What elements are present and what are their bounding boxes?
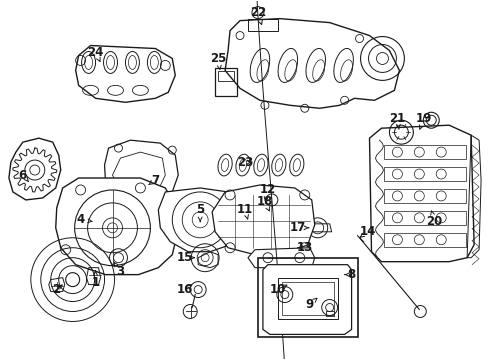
Text: 17: 17	[289, 221, 305, 234]
Bar	[384, 211, 465, 225]
Bar	[384, 189, 465, 203]
Polygon shape	[56, 178, 178, 275]
Bar	[281, 282, 333, 315]
Bar	[215, 68, 237, 96]
Polygon shape	[104, 140, 178, 202]
Text: 23: 23	[236, 156, 253, 168]
Text: 15: 15	[177, 251, 193, 264]
Text: 24: 24	[87, 46, 103, 59]
Text: 19: 19	[415, 112, 431, 125]
Bar	[277, 278, 337, 319]
Text: 6: 6	[19, 168, 27, 181]
Bar	[384, 233, 465, 247]
Polygon shape	[247, 248, 314, 268]
Text: 22: 22	[249, 6, 265, 19]
Text: 7: 7	[151, 174, 159, 186]
Text: 13: 13	[296, 241, 312, 254]
Polygon shape	[224, 19, 399, 108]
Polygon shape	[76, 45, 175, 102]
Text: 2: 2	[52, 283, 60, 296]
Polygon shape	[263, 265, 351, 334]
Circle shape	[65, 273, 80, 287]
Text: 4: 4	[76, 213, 84, 226]
Polygon shape	[158, 188, 242, 252]
Text: 12: 12	[259, 184, 275, 197]
Text: 8: 8	[347, 268, 355, 281]
Text: 5: 5	[196, 203, 204, 216]
Bar	[384, 145, 465, 159]
Text: 1: 1	[91, 276, 100, 289]
Text: 9: 9	[305, 298, 313, 311]
Text: 11: 11	[236, 203, 253, 216]
Bar	[384, 167, 465, 181]
Polygon shape	[212, 185, 314, 255]
Bar	[258, 258, 357, 337]
Bar	[325, 311, 333, 316]
Text: 20: 20	[425, 215, 442, 228]
Text: 25: 25	[209, 52, 226, 65]
Text: 10: 10	[269, 283, 285, 296]
Text: 14: 14	[359, 225, 375, 238]
Text: 21: 21	[388, 112, 405, 125]
Polygon shape	[369, 125, 473, 262]
Bar	[218, 71, 234, 81]
Polygon shape	[9, 138, 61, 200]
Bar	[247, 19, 277, 31]
Text: 3: 3	[116, 265, 124, 278]
Text: 18: 18	[256, 195, 273, 208]
Text: 16: 16	[177, 283, 193, 296]
